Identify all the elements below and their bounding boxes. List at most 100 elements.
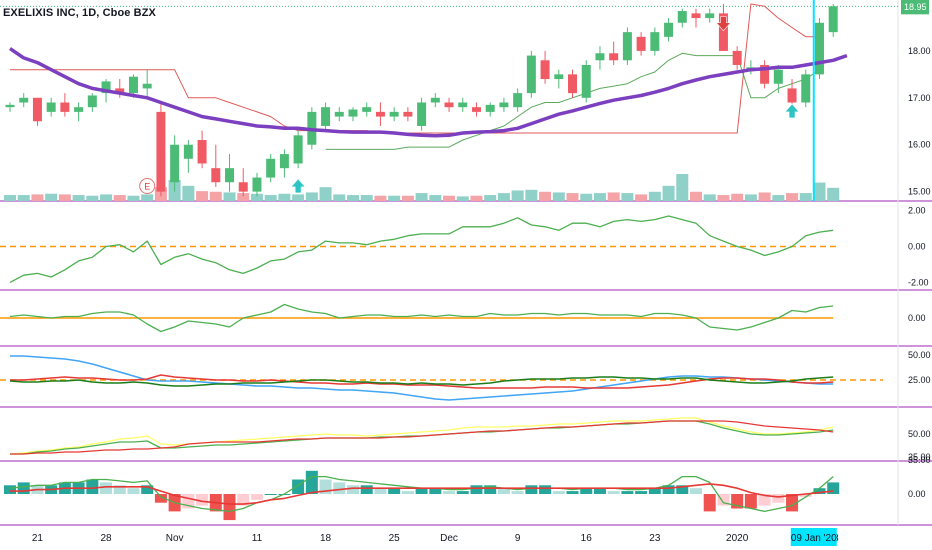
histogram-bar [827,482,840,494]
candle-body [5,104,15,108]
histogram-bar [127,488,140,494]
candle-body [526,55,536,94]
candle-body [430,97,440,103]
time-axis-label: 25 [389,533,401,544]
histogram-bar [305,470,318,494]
time-axis-label: 16 [581,533,593,544]
osc4-line-red [10,420,834,455]
osc5-axis-label: 0.00 [908,489,926,499]
volume-bar [223,192,236,201]
candle-body [595,53,605,61]
volume-bar [374,195,387,201]
candle-body [691,13,701,19]
histogram-bar [250,494,263,500]
volume-bar [45,193,58,201]
histogram-bar [292,479,305,494]
candle-body [279,154,289,169]
earnings-marker-icon [139,178,156,194]
histogram-bar [648,488,661,494]
volume-bar [388,195,401,201]
volume-bar [662,185,675,201]
osc5-axis-label: 35.00 [908,455,931,465]
histogram-bar [799,494,812,497]
osc4-axis-label: 25.00 [908,452,931,462]
histogram-bar [154,494,167,503]
candle-body [581,64,591,98]
time-axis-label: 2020 [726,533,749,544]
histogram-bar [86,479,99,494]
histogram-bar [566,491,579,494]
volume-bar [552,192,565,201]
osc4-axis-label: 50.00 [908,429,931,439]
price-axis-label: 17.00 [908,93,931,103]
osc5-signal-line-red [10,483,834,505]
candle-body [142,83,152,89]
volume-bar [703,194,716,201]
histogram-bar [525,485,538,494]
histogram-bar [786,494,799,512]
osc3-line-red [10,374,834,389]
volume-bar [209,191,222,201]
candle-body [211,168,221,183]
histogram-bar [388,488,401,494]
histogram-bar [470,485,483,494]
volume-bar [333,194,346,201]
volume-bar [415,193,428,201]
volume-bar [4,195,16,201]
volume-bar [484,195,497,201]
candle-body [787,88,797,103]
volume-bar [100,194,113,201]
candle-body [636,36,646,51]
osc2-axis-label: 0.00 [908,313,926,323]
candle-body [444,102,454,108]
candle-body [266,158,276,178]
histogram-bar [690,488,702,494]
volume-bar [676,174,689,201]
volume-bar [305,192,318,201]
histogram-bar [196,494,209,506]
volume-bar [319,187,332,201]
volume-bar [443,195,456,201]
histogram-bar [4,485,16,494]
candle-body [19,97,29,103]
histogram-bar [100,482,113,494]
histogram-bar [703,494,716,512]
volume-bar [31,194,44,201]
candle-body [115,88,125,94]
candle-body [238,182,248,192]
osc1-axis-label: 2.00 [908,206,926,216]
candle-body [650,32,660,51]
trailing-stop-upper-line [10,3,820,134]
candle-body [760,64,770,84]
volume-bar [635,194,648,201]
candle-body [321,107,331,126]
volume-bar [141,194,154,201]
volume-bar [127,195,140,201]
candle-body [773,69,783,84]
histogram-bar [717,494,730,506]
last-price-badge [901,0,929,15]
candle-body [485,104,495,112]
volume-bar [264,195,277,201]
crosshair-date-label: 09 Jan '20 [791,533,837,544]
volume-bar [401,195,414,201]
histogram-bar [333,482,346,494]
time-axis-label: 9 [515,533,521,544]
volume-bar [182,185,195,201]
time-axis-label: Nov [166,533,184,544]
volume-bar [580,193,593,201]
histogram-bar [429,488,442,494]
histogram-bar [621,491,634,494]
osc3-line-green [9,376,834,387]
volume-bar [347,195,359,201]
last-price-label: 18.95 [904,2,927,12]
histogram-bar [456,491,469,494]
volume-bar [113,195,126,201]
histogram-bar [443,491,456,494]
candle-body [718,13,728,51]
histogram-bar [415,488,428,494]
volume-bar [360,195,373,201]
osc1-axis-label: 0.00 [908,242,926,252]
price-axis-label: 15.00 [908,187,931,197]
